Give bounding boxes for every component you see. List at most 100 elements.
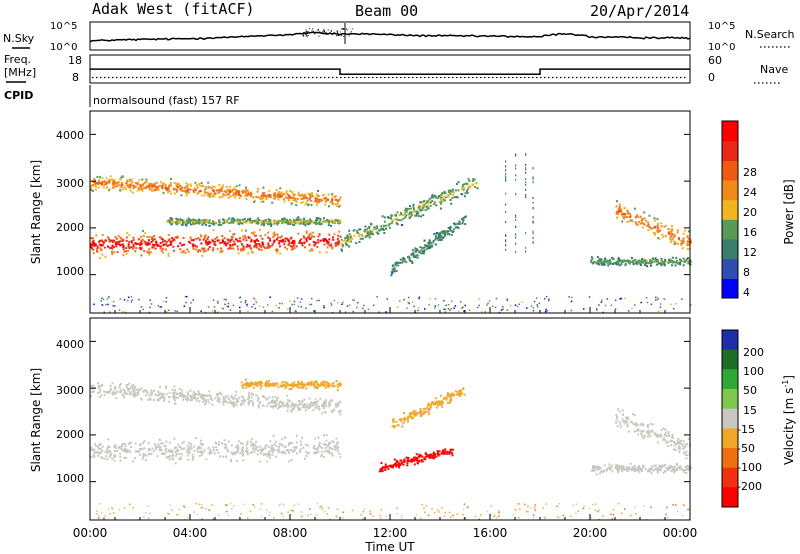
velocity-data-point bbox=[449, 397, 452, 400]
power-data-point bbox=[228, 230, 231, 232]
velocity-data-point bbox=[270, 401, 272, 404]
velocity-data-point bbox=[100, 447, 102, 450]
velocity-data-point bbox=[398, 418, 401, 421]
velocity-data-point bbox=[181, 395, 184, 398]
velocity-data-point bbox=[338, 452, 341, 455]
velocity-cbar-label-end: ] bbox=[782, 375, 796, 380]
velocity-data-point bbox=[218, 401, 221, 404]
power-data-point bbox=[164, 187, 167, 190]
velocity-data-point bbox=[180, 389, 183, 392]
velocity-data-point bbox=[651, 465, 654, 468]
power-streak-point bbox=[515, 216, 517, 218]
velocity-data-point bbox=[241, 395, 243, 398]
power-clutter-point bbox=[165, 311, 168, 313]
power-data-point bbox=[119, 177, 122, 180]
power-data-point bbox=[649, 261, 652, 264]
power-clutter-point bbox=[396, 306, 399, 308]
power-data-point bbox=[269, 194, 271, 197]
power-data-point bbox=[660, 257, 663, 260]
power-data-point bbox=[255, 239, 258, 242]
velocity-data-point bbox=[658, 465, 661, 468]
power-clutter-point bbox=[624, 297, 626, 300]
velocity-clutter-point bbox=[183, 505, 185, 507]
power-data-point bbox=[102, 186, 105, 189]
power-data-point bbox=[135, 243, 138, 246]
power-data-point bbox=[271, 201, 274, 204]
velocity-data-point bbox=[592, 466, 595, 469]
power-clutter-point bbox=[167, 309, 170, 311]
power-data-point bbox=[644, 264, 646, 267]
power-data-point bbox=[144, 181, 147, 184]
power-clutter-point bbox=[296, 297, 299, 299]
velocity-data-point bbox=[634, 470, 636, 473]
power-data-point bbox=[667, 231, 670, 234]
velocity-data-point bbox=[316, 383, 319, 386]
velocity-data-point bbox=[398, 466, 400, 469]
velocity-clutter-point bbox=[369, 513, 372, 515]
power-data-point bbox=[108, 181, 111, 184]
velocity-data-point bbox=[656, 471, 659, 474]
power-data-point bbox=[352, 229, 355, 232]
power-data-point bbox=[95, 249, 98, 252]
velocity-data-point bbox=[148, 397, 151, 400]
power-data-point bbox=[217, 191, 220, 194]
power-streak-point bbox=[525, 178, 527, 181]
velocity-data-point bbox=[304, 403, 307, 405]
power-data-point bbox=[275, 248, 278, 251]
velocity-clutter-point bbox=[612, 508, 615, 511]
power-data-point bbox=[187, 191, 190, 194]
power-clutter-point bbox=[447, 304, 450, 306]
power-data-point bbox=[671, 233, 674, 235]
power-data-point bbox=[232, 233, 235, 236]
power-data-point bbox=[154, 247, 157, 250]
power-data-point bbox=[427, 246, 430, 249]
power-data-point bbox=[336, 205, 339, 208]
velocity-data-point bbox=[336, 443, 338, 446]
velocity-data-point bbox=[335, 405, 337, 408]
velocity-data-point bbox=[240, 404, 242, 406]
velocity-data-point bbox=[142, 454, 145, 457]
power-data-point bbox=[402, 256, 405, 259]
power-streak-point bbox=[505, 160, 507, 163]
power-clutter-point bbox=[130, 295, 133, 298]
velocity-data-point bbox=[99, 388, 102, 391]
velocity-data-point bbox=[275, 403, 278, 406]
power-data-point bbox=[182, 222, 185, 225]
velocity-data-point bbox=[225, 455, 228, 458]
power-data-point bbox=[201, 222, 203, 224]
power-data-point bbox=[242, 192, 244, 194]
power-data-point bbox=[393, 266, 396, 269]
velocity-data-point bbox=[424, 456, 427, 459]
power-data-point bbox=[597, 261, 600, 264]
velocity-data-point bbox=[253, 443, 256, 446]
power-data-point bbox=[641, 226, 644, 229]
velocity-data-point bbox=[268, 456, 271, 459]
power-data-point bbox=[435, 232, 438, 234]
velocity-data-point bbox=[660, 465, 663, 468]
velocity-data-point bbox=[397, 464, 400, 467]
nsky-spike-dot bbox=[311, 30, 313, 32]
power-clutter-point bbox=[411, 301, 414, 303]
velocity-data-point bbox=[320, 447, 323, 449]
power-data-point bbox=[448, 233, 451, 236]
velocity-data-point bbox=[448, 452, 451, 455]
velocity-data-point bbox=[322, 443, 325, 446]
power-data-point bbox=[213, 222, 216, 225]
velocity-data-point bbox=[412, 417, 415, 420]
velocity-data-point bbox=[260, 384, 263, 387]
velocity-clutter-point bbox=[342, 511, 344, 513]
nsky-spike-dot bbox=[323, 29, 325, 31]
velocity-data-point bbox=[238, 396, 241, 399]
velocity-data-point bbox=[324, 410, 327, 413]
velocity-data-point bbox=[313, 385, 316, 388]
power-data-point bbox=[590, 260, 593, 263]
power-data-point bbox=[268, 219, 271, 222]
power-data-point bbox=[215, 189, 218, 192]
power-data-point bbox=[442, 230, 445, 233]
power-clutter-point bbox=[223, 298, 226, 301]
power-streak-point bbox=[532, 176, 534, 179]
velocity-clutter-point bbox=[474, 515, 477, 518]
power-data-point bbox=[158, 244, 161, 247]
power-clutter-point bbox=[357, 302, 359, 304]
power-data-point bbox=[209, 192, 212, 195]
